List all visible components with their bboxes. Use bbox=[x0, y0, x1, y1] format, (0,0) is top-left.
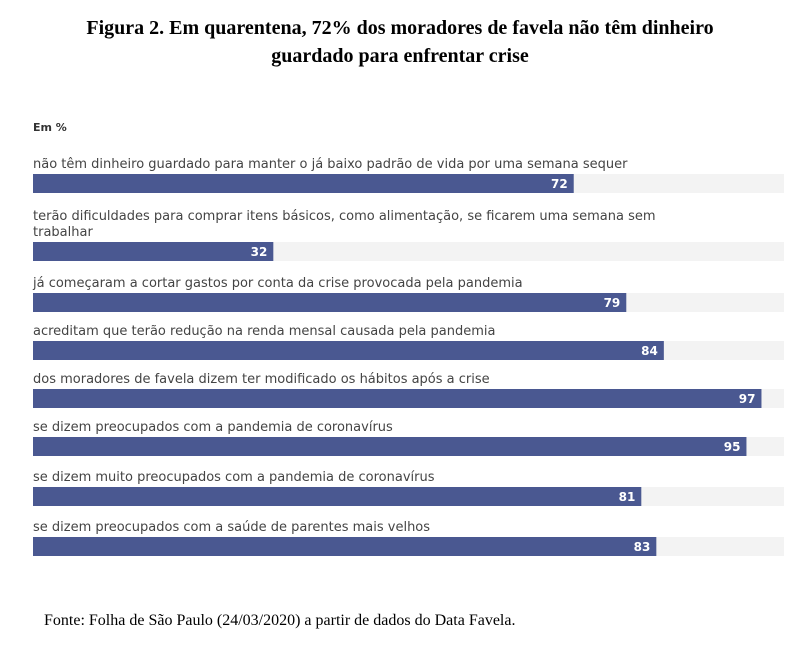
value-label: 81 bbox=[619, 490, 636, 504]
category-label: já começaram a cortar gastos por conta d… bbox=[32, 276, 523, 291]
value-label: 83 bbox=[634, 540, 651, 554]
value-label: 79 bbox=[604, 296, 621, 310]
unit-label: Em % bbox=[33, 121, 67, 134]
bar bbox=[33, 242, 274, 261]
bar bbox=[33, 487, 642, 506]
bar bbox=[33, 537, 657, 556]
bar bbox=[33, 293, 627, 312]
bar-chart: Em % não têm dinheiro guardado para mant… bbox=[32, 121, 784, 556]
value-label: 95 bbox=[724, 440, 741, 454]
category-label: terão dificuldades para comprar itens bá… bbox=[33, 209, 656, 240]
category-label: dos moradores de favela dizem ter modifi… bbox=[33, 372, 490, 387]
value-label: 97 bbox=[739, 392, 756, 406]
bar bbox=[33, 341, 664, 360]
bar-group: não têm dinheiro guardado para manter o … bbox=[32, 157, 784, 556]
bar bbox=[33, 174, 574, 193]
figure-title-line-1: Figura 2. Em quarentena, 72% dos morador… bbox=[86, 17, 714, 39]
value-label: 32 bbox=[251, 245, 268, 259]
category-label: acreditam que terão redução na renda men… bbox=[33, 324, 495, 339]
figure-title-line-2: guardado para enfrentar crise bbox=[271, 45, 529, 67]
figure-title: Figura 2. Em quarentena, 72% dos morador… bbox=[0, 14, 800, 70]
category-label: se dizem preocupados com a pandemia de c… bbox=[33, 420, 393, 435]
value-label: 84 bbox=[641, 344, 658, 358]
category-label: não têm dinheiro guardado para manter o … bbox=[33, 157, 628, 172]
bar bbox=[33, 389, 762, 408]
source-note: Fonte: Folha de São Paulo (24/03/2020) a… bbox=[44, 612, 516, 629]
category-label: se dizem preocupados com a saúde de pare… bbox=[33, 520, 430, 535]
bar bbox=[33, 437, 747, 456]
category-label: se dizem muito preocupados com a pandemi… bbox=[33, 470, 435, 485]
value-label: 72 bbox=[551, 177, 568, 191]
